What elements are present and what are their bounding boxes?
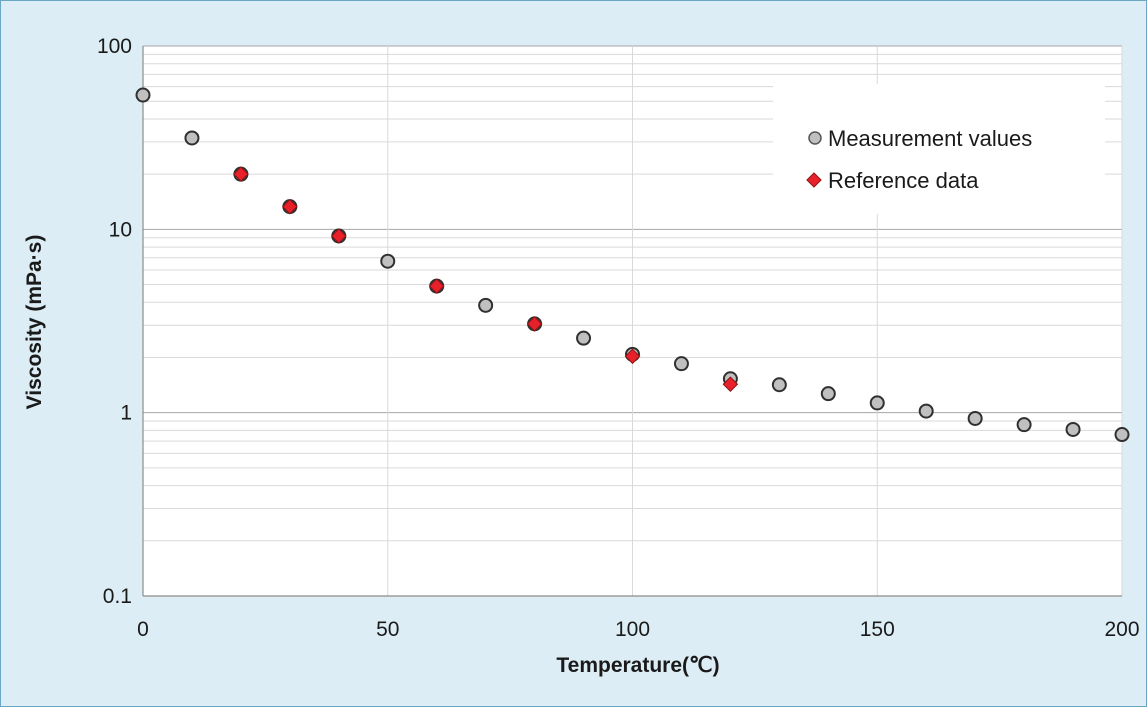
x-tick-label: 100	[615, 618, 650, 641]
x-tick-label: 150	[860, 618, 895, 641]
measurement-point	[871, 396, 884, 409]
legend: Measurement values Reference data	[773, 84, 1105, 214]
measurement-point	[675, 357, 688, 370]
measurement-point	[773, 378, 786, 391]
y-tick-label: 0.1	[103, 585, 132, 608]
y-axis-title: Viscosity (mPa·s)	[23, 235, 46, 410]
measurement-point	[137, 89, 150, 102]
legend-label-measurement: Measurement values	[828, 126, 1032, 151]
y-tick-label: 100	[97, 35, 132, 58]
legend-label-reference: Reference data	[828, 168, 979, 193]
measurement-point	[1116, 428, 1129, 441]
x-tick-label: 0	[137, 618, 149, 641]
x-tick-label: 200	[1104, 618, 1139, 641]
measurement-point	[1067, 423, 1080, 436]
measurement-point	[185, 131, 198, 144]
x-axis-title: Temperature(℃)	[556, 654, 719, 677]
legend-marker-measurement	[809, 132, 821, 144]
measurement-point	[479, 299, 492, 312]
y-tick-label: 1	[120, 402, 132, 425]
measurement-point	[1018, 418, 1031, 431]
measurement-point	[969, 412, 982, 425]
measurement-point	[381, 255, 394, 268]
measurement-point	[822, 387, 835, 400]
measurement-point	[920, 405, 933, 418]
y-tick-label: 10	[109, 218, 132, 241]
measurement-point	[577, 332, 590, 345]
x-tick-label: 50	[376, 618, 399, 641]
